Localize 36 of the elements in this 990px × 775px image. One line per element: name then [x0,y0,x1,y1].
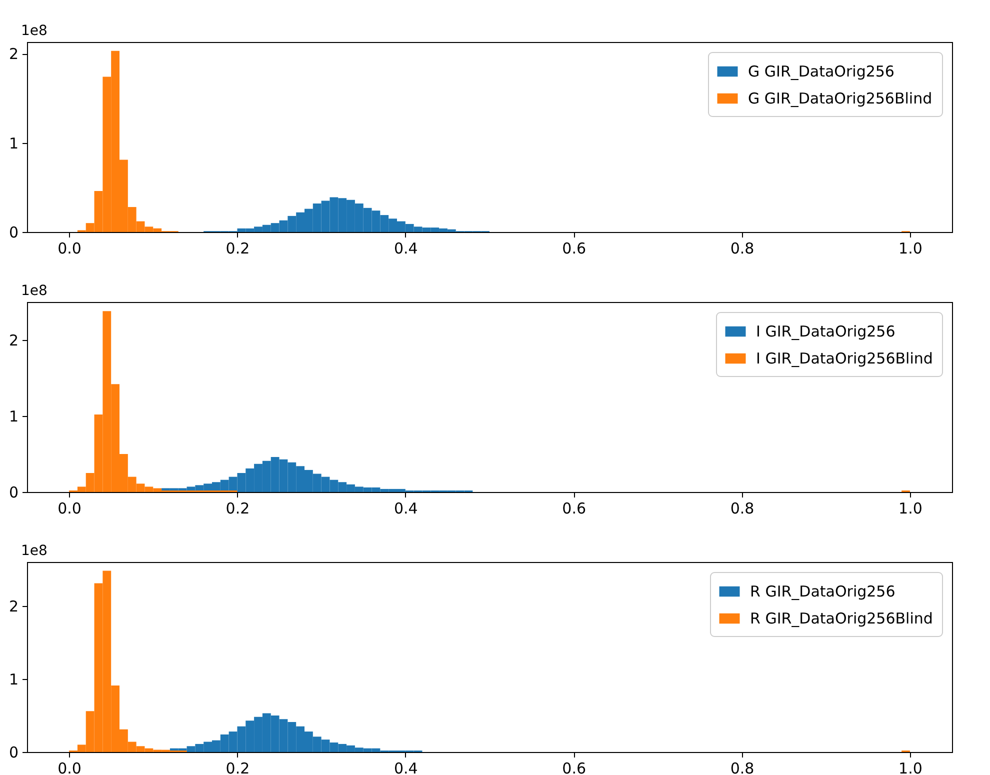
text: 1e8 [21,283,48,299]
x-tick-label: 0.2 [226,760,250,775]
x-tick-label: 0.0 [58,500,82,518]
y-tick-label: 2 [8,597,18,616]
x-tick-label: 0.8 [730,240,754,258]
y-tick-label: 0 [8,744,18,762]
x-tick-label: 0.0 [58,760,82,775]
x-tick-label: 0.4 [394,240,418,258]
x-tick-label: 0.8 [730,760,754,775]
legend-label: G GIR_DataOrig256 [748,62,894,80]
x-tick-label: 0.6 [562,760,586,775]
x-tick-label: 0.2 [226,240,250,258]
y-tick-label: 1 [8,408,18,426]
x-tick-label: 0.6 [562,500,586,518]
x-tick-label: 0.4 [394,500,418,518]
legend-label: R GIR_DataOrig256 [750,582,896,600]
legend-label: G GIR_DataOrig256Blind [748,90,932,108]
x-tick-label: 0.2 [226,500,250,518]
x-tick-label: 1.0 [898,500,922,518]
x-tick-label: 0.4 [394,760,418,775]
x-tick-label: 0.6 [562,240,586,258]
y-tick-label: 1 [8,134,18,152]
y-tick-label: 0 [8,484,18,502]
legend-label: R GIR_DataOrig256Blind [750,610,933,628]
legend-label: I GIR_DataOrig256Blind [756,350,933,368]
text: 1e8 [21,23,48,39]
y-tick-label: 1 [8,670,18,688]
x-tick-label: 0.8 [730,500,754,518]
y-tick-label: 2 [8,332,18,350]
y-tick-label: 2 [8,45,18,64]
text: 1e8 [21,543,48,559]
x-tick-label: 1.0 [898,760,922,775]
x-tick-label: 0.0 [58,240,82,258]
legend-label: I GIR_DataOrig256 [756,322,896,340]
y-tick-label: 0 [8,224,18,242]
x-tick-label: 1.0 [898,240,922,258]
